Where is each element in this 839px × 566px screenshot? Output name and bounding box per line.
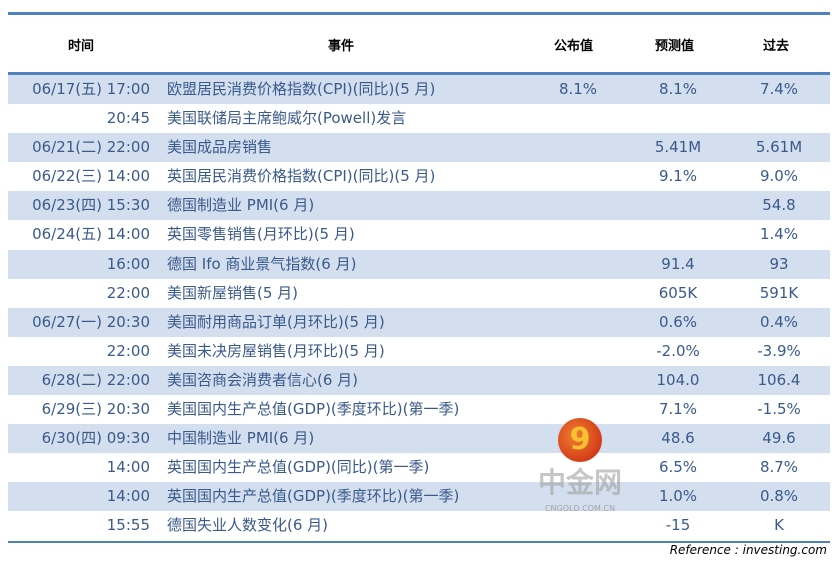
cell-time: 6/29(三) 20:30	[41, 400, 150, 419]
table-row: 22:00 美国新屋销售(5 月) 605K 591K	[8, 279, 830, 308]
logo-icon: 9	[558, 418, 602, 462]
header-forecast: 预测值	[655, 39, 695, 54]
table-row: 14:00 英国国内生产总值(GDP)(季度环比)(第一季) 1.0% 0.8%	[8, 482, 830, 512]
table-row: 06/17(五) 17:00 欧盟居民消费价格指数(CPI)(同比)(5 月) 8.…	[8, 75, 830, 105]
cell-event: 美国联储局主席鲍威尔(Powell)发言	[167, 109, 407, 128]
cell-previous: 49.6	[762, 429, 796, 448]
cell-forecast: 7.1%	[658, 400, 698, 419]
cell-event: 美国未决房屋销售(月环比)(5 月)	[167, 341, 385, 360]
cell-event: 美国国内生产总值(GDP)(季度环比)(第一季)	[167, 400, 460, 419]
cell-previous: -3.9%	[757, 341, 801, 360]
cell-forecast: 48.6	[661, 429, 695, 448]
cell-forecast: 605K	[658, 283, 698, 302]
cell-time: 20:45	[106, 109, 150, 128]
cell-time: 14:00	[106, 487, 150, 506]
cell-forecast: 6.5%	[658, 458, 698, 477]
cell-previous: 106.4	[757, 370, 801, 389]
table-row: 16:00 德国 Ifo 商业景气指数(6 月) 91.4 93	[8, 249, 830, 279]
table-row: 6/28(二) 22:00 美国咨商会消费者信心(6 月) 104.0 106.4	[8, 365, 830, 396]
cell-previous: 8.7%	[759, 458, 799, 477]
cell-event: 美国咨商会消费者信心(6 月)	[167, 370, 359, 389]
cell-time: 06/21(二) 22:00	[32, 138, 150, 157]
table-row: 6/29(三) 20:30 美国国内生产总值(GDP)(季度环比)(第一季) 7.1…	[8, 395, 830, 424]
cell-previous: 7.4%	[759, 80, 799, 98]
cell-time: 06/23(四) 15:30	[32, 196, 150, 215]
cell-event: 德国制造业 PMI(6 月)	[167, 196, 315, 215]
cell-forecast: 0.6%	[658, 312, 698, 331]
cell-actual: 8.1%	[558, 80, 598, 98]
cell-time: 6/30(四) 09:30	[41, 429, 150, 448]
cell-event: 德国 Ifo 商业景气指数(6 月)	[167, 254, 357, 273]
cell-time: 14:00	[106, 458, 150, 477]
cell-forecast: 91.4	[661, 254, 695, 273]
cell-previous: K	[774, 516, 784, 535]
cell-previous: 1.4%	[759, 225, 799, 244]
table-row: 06/21(二) 22:00 美国成品房销售 5.41M 5.61M	[8, 133, 830, 163]
table-row: 15:55 德国失业人数变化(6 月) -15 K	[8, 511, 830, 540]
cell-event: 英国国内生产总值(GDP)(同比)(第一季)	[167, 458, 430, 477]
table-row: 06/24(五) 14:00 英国零售销售(月环比)(5 月) 1.4%	[8, 220, 830, 249]
table-row: 06/27(一) 20:30 美国耐用商品订单(月环比)(5 月) 0.6% 0.4%	[8, 307, 830, 337]
header-previous: 过去	[763, 39, 790, 54]
cell-time: 22:00	[106, 283, 150, 302]
header-event: 事件	[328, 39, 355, 54]
cell-event: 美国新屋销售(5 月)	[167, 283, 299, 302]
reference-note: Reference : investing.com	[669, 543, 827, 557]
table-row: 22:00 美国未决房屋销售(月环比)(5 月) -2.0% -3.9%	[8, 337, 830, 366]
cell-forecast: 1.0%	[658, 487, 698, 506]
cell-time: 6/28(二) 22:00	[41, 370, 150, 389]
cell-previous: 93	[769, 254, 789, 273]
cell-forecast: 9.1%	[658, 167, 698, 186]
cell-time: 16:00	[106, 254, 150, 273]
cell-event: 美国成品房销售	[167, 138, 273, 157]
economic-calendar-table: 时间 事件 公布值 预测值 过去 06/17(五) 17:00 欧盟居民消费价格指…	[8, 12, 830, 543]
table-row: 6/30(四) 09:30 中国制造业 PMI(6 月) 48.6 49.6	[8, 424, 830, 454]
watermark-domain: CNGOLD.COM.CN	[544, 504, 616, 513]
cell-previous: 5.61M	[755, 138, 803, 157]
cell-forecast: -15	[665, 516, 691, 535]
header-rule	[8, 72, 830, 75]
cell-time: 06/24(五) 14:00	[32, 225, 150, 244]
cell-time: 15:55	[106, 516, 150, 535]
cell-time: 06/22(三) 14:00	[32, 167, 150, 186]
cell-forecast: -2.0%	[656, 341, 700, 360]
cell-previous: 0.8%	[759, 487, 799, 506]
cell-event: 美国耐用商品订单(月环比)(5 月)	[167, 312, 385, 331]
table-row: 06/23(四) 15:30 德国制造业 PMI(6 月) 54.8	[8, 191, 830, 221]
cell-previous: -1.5%	[757, 400, 801, 419]
cell-forecast: 5.41M	[654, 138, 702, 157]
table-row: 20:45 美国联储局主席鲍威尔(Powell)发言	[8, 104, 830, 133]
cell-event: 中国制造业 PMI(6 月)	[167, 429, 315, 448]
cell-time: 06/17(五) 17:00	[32, 80, 150, 98]
table-row: 06/22(三) 14:00 英国居民消费价格指数(CPI)(同比)(5 月) 9.…	[8, 162, 830, 191]
cell-event: 德国失业人数变化(6 月)	[167, 516, 329, 535]
cell-event: 英国国内生产总值(GDP)(季度环比)(第一季)	[167, 487, 460, 506]
cell-previous: 0.4%	[759, 312, 799, 331]
cell-event: 欧盟居民消费价格指数(CPI)(同比)(5 月)	[167, 80, 436, 98]
watermark-logo: 9 中金网 CNGOLD.COM.CN	[532, 418, 628, 536]
table-row: 14:00 英国国内生产总值(GDP)(同比)(第一季) 6.5% 8.7%	[8, 453, 830, 482]
cell-event: 英国居民消费价格指数(CPI)(同比)(5 月)	[167, 167, 436, 186]
cell-previous: 9.0%	[759, 167, 799, 186]
cell-previous: 54.8	[762, 196, 796, 215]
watermark-name: 中金网	[537, 466, 622, 499]
bottom-rule	[8, 540, 830, 543]
cell-forecast: 8.1%	[658, 80, 698, 98]
cell-time: 06/27(一) 20:30	[32, 312, 150, 331]
cell-event: 英国零售销售(月环比)(5 月)	[167, 225, 355, 244]
top-rule	[8, 12, 830, 15]
header-actual: 公布值	[554, 39, 594, 54]
header-time: 时间	[68, 39, 95, 54]
cell-time: 22:00	[106, 341, 150, 360]
table-header: 时间 事件 公布值 预测值 过去	[8, 15, 830, 72]
cell-previous: 591K	[759, 283, 799, 302]
cell-forecast: 104.0	[656, 370, 700, 389]
